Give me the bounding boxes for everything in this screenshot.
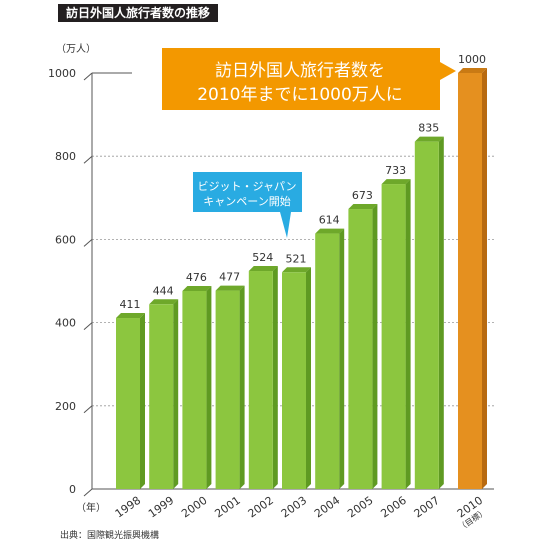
x-axis-unit: （年） (76, 501, 106, 514)
bar-top-2005 (348, 204, 378, 210)
y-tick-label-800: 800 (55, 150, 76, 163)
bar-top-2002 (248, 266, 278, 272)
bar-2006 (381, 184, 406, 489)
x-tick-label-2003: 2003 (279, 494, 309, 521)
value-label-2006: 733 (385, 164, 406, 177)
bar-2010 (458, 73, 482, 489)
y-axis-unit: （万人） (56, 43, 96, 55)
goal-callout (162, 48, 456, 110)
bar-side-2006 (405, 179, 411, 489)
bar-side-2004 (339, 228, 345, 490)
value-label-2004: 614 (319, 214, 340, 227)
bar-top-2006 (381, 179, 411, 185)
bar-side-2000 (206, 285, 212, 489)
y-tick-label-400: 400 (55, 317, 76, 330)
y-tick-mark-1000 (83, 72, 93, 81)
value-label-2000: 476 (186, 271, 207, 284)
chart-title: 訪日外国人旅行者数の推移 (58, 4, 219, 22)
y-tick-mark-600 (83, 239, 93, 247)
bar-2007 (414, 141, 439, 489)
source-note: 出典：国際観光振興機構 (60, 531, 160, 541)
campaign-callout-line-1: ビジット・ジャパン (198, 180, 297, 193)
bar-top-2003 (282, 267, 311, 273)
x-tick-label-2005: 2005 (345, 494, 375, 521)
x-tick-label-2001: 2001 (212, 494, 242, 521)
bar-2001 (215, 290, 240, 489)
x-tick-label-1999: 1999 (146, 494, 176, 521)
x-tick-label-2000: 2000 (179, 494, 209, 521)
bar-side-2005 (372, 204, 378, 490)
bar-1999 (149, 304, 174, 489)
y-tick-label-600: 600 (55, 233, 76, 246)
y-tick-mark-0 (83, 488, 93, 497)
goal-callout-line-2: 2010年までに1000万人に (197, 85, 403, 105)
bar-side-2010 (482, 68, 487, 489)
bar-2004 (315, 233, 340, 489)
bar-side-1998 (140, 313, 145, 489)
x-tick-label-2002: 2002 (246, 494, 276, 521)
x-tick-label-2004: 2004 (312, 494, 342, 521)
bar-top-1999 (149, 299, 179, 305)
bar-side-2002 (272, 266, 278, 489)
value-label-2005: 673 (352, 189, 373, 202)
bar-2005 (348, 209, 373, 490)
bar-top-2007 (414, 136, 444, 142)
y-tick-mark-200 (83, 405, 93, 414)
value-label-1998: 411 (120, 298, 141, 311)
bar-2003 (282, 272, 306, 489)
bar-top-2000 (182, 285, 212, 291)
bar-2002 (248, 271, 273, 489)
bar-top-1998 (116, 313, 145, 319)
goal-callout-line-1: 訪日外国人旅行者数を (215, 61, 385, 81)
campaign-callout-line-2: キャンペーン開始 (203, 194, 290, 208)
value-label-2010: 1000 (458, 53, 486, 66)
x-tick-label-2006: 2006 (378, 494, 408, 521)
y-tick-label-200: 200 (55, 400, 76, 413)
y-tick-label-1000: 1000 (48, 67, 76, 80)
value-label-2003: 521 (286, 252, 307, 265)
campaign-callout (193, 172, 302, 238)
value-label-2001: 477 (219, 271, 240, 284)
value-label-2002: 524 (252, 251, 273, 264)
bar-side-2001 (239, 285, 245, 489)
bar-2000 (182, 290, 207, 489)
y-tick-mark-800 (83, 155, 93, 164)
bar-top-2010 (458, 68, 487, 73)
value-label-1999: 444 (153, 284, 174, 297)
bar-side-1999 (173, 299, 179, 489)
bar-top-2004 (315, 228, 345, 234)
y-tick-label-0: 0 (69, 483, 76, 496)
x-tick-label-1998: 1998 (113, 494, 143, 521)
bar-side-2007 (438, 136, 444, 489)
bar-top-2001 (215, 285, 245, 291)
value-label-2007: 835 (418, 122, 439, 135)
x-tick-label-2007: 2007 (412, 494, 442, 521)
bar-side-2003 (306, 267, 311, 489)
bar-1998 (116, 318, 140, 489)
y-tick-mark-400 (83, 322, 93, 330)
